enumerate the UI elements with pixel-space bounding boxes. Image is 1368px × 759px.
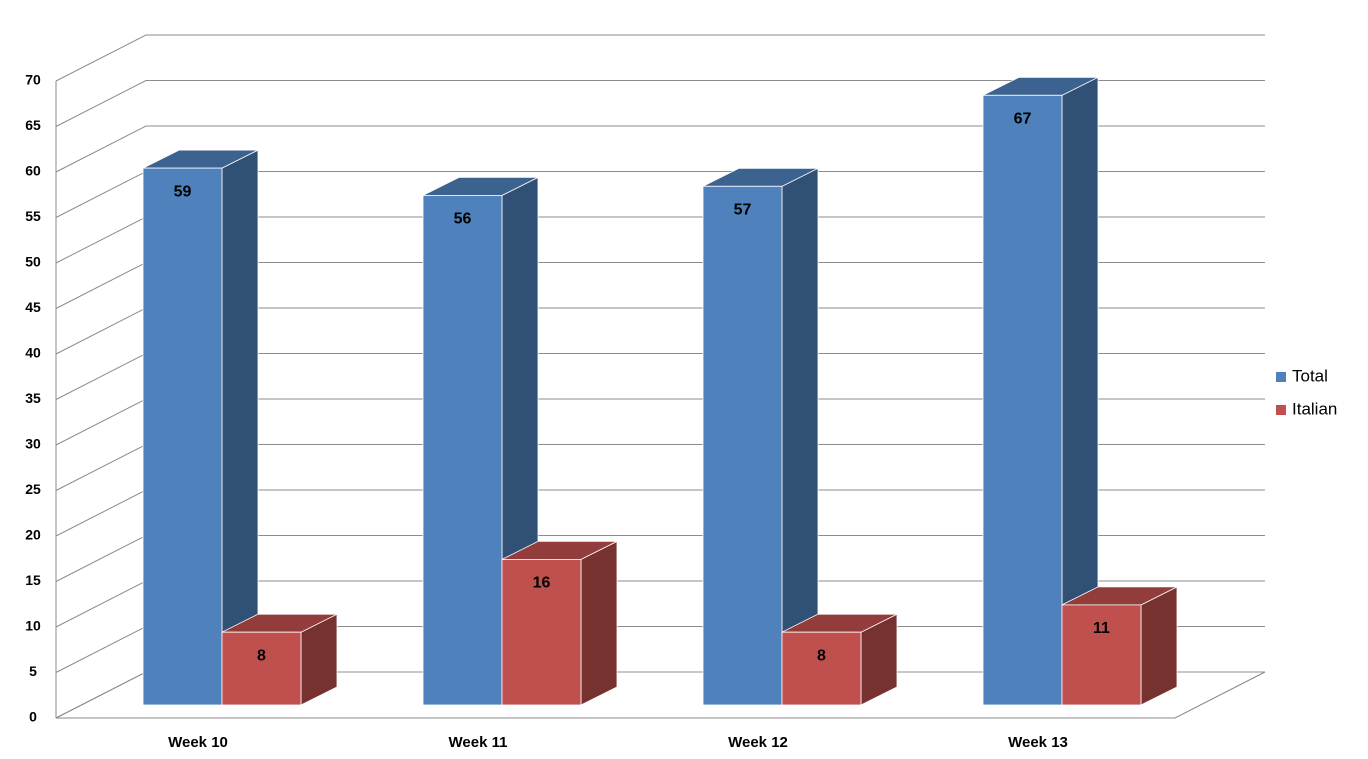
data-label: 11: [1093, 620, 1110, 637]
data-label: 67: [1014, 111, 1032, 128]
y-tick-label: 40: [25, 345, 41, 361]
grid-line: [55, 125, 1265, 173]
y-tick-label: 45: [25, 299, 41, 315]
y-tick-label: 10: [25, 618, 41, 634]
data-label: 8: [817, 647, 826, 664]
y-tick-label: 50: [25, 254, 41, 270]
y-tick-label: 65: [25, 117, 41, 133]
bar-side: [580, 540, 618, 706]
legend-swatch: [1276, 372, 1286, 382]
x-tick-label: Week 13: [1008, 734, 1068, 751]
x-tick-label: Week 11: [449, 734, 508, 751]
legend-label: Italian: [1292, 399, 1337, 418]
bar: [781, 631, 862, 706]
legend-swatch: [1276, 405, 1286, 415]
x-tick-label: Week 10: [168, 734, 228, 751]
y-tick-label: 5: [29, 663, 37, 679]
y-tick-label: 15: [25, 572, 41, 588]
bar-side: [1140, 586, 1178, 706]
y-tick-label: 25: [25, 481, 41, 497]
bar: [501, 559, 582, 706]
data-label: 8: [257, 647, 266, 664]
bar: [142, 167, 223, 706]
y-tick-label: 55: [25, 208, 41, 224]
y-tick-label: 20: [25, 527, 41, 543]
data-label: 56: [454, 211, 472, 228]
bar: [422, 194, 503, 706]
bar: [221, 631, 302, 706]
data-label: 16: [533, 575, 551, 592]
data-label: 59: [174, 183, 192, 200]
bar: [702, 185, 783, 706]
y-tick-label: 0: [29, 709, 37, 725]
y-tick-label: 35: [25, 390, 41, 406]
x-tick-label: Week 12: [728, 734, 788, 751]
grid-line: [55, 34, 1265, 82]
legend-label: Total: [1292, 366, 1328, 385]
y-tick-label: 70: [25, 72, 41, 88]
bar: [982, 94, 1063, 706]
y-tick-label: 30: [25, 436, 41, 452]
grid-line: [55, 80, 1265, 127]
data-label: 57: [734, 202, 752, 219]
bar: [1061, 604, 1142, 706]
y-tick-label: 60: [25, 163, 41, 179]
